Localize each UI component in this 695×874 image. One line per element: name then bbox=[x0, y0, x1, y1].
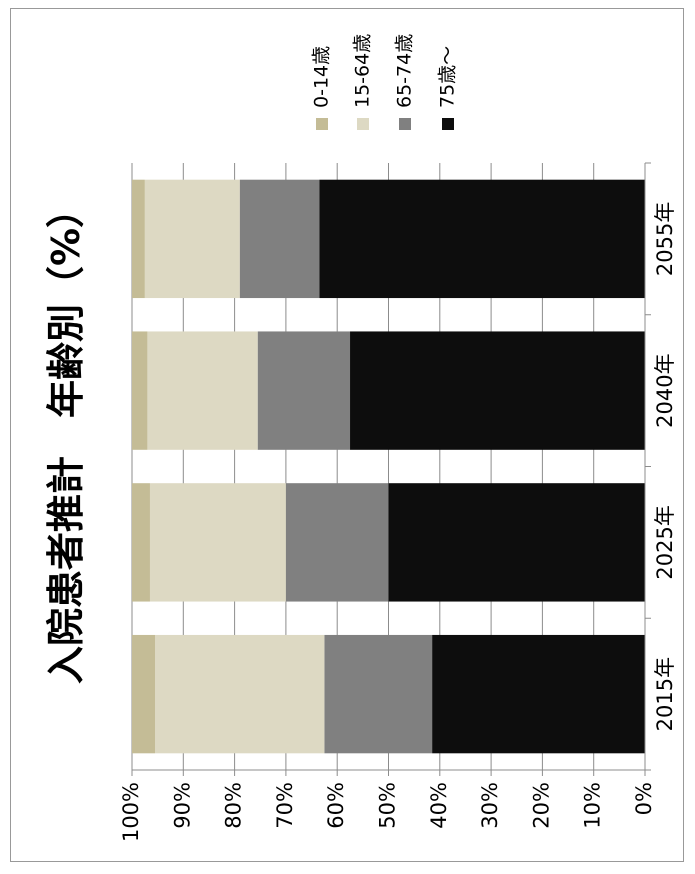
x-tick-label: 2055年 bbox=[653, 202, 677, 276]
legend-swatch bbox=[357, 118, 369, 130]
y-tick-label: 70% bbox=[273, 782, 297, 829]
y-tick-label: 10% bbox=[581, 782, 605, 829]
bar-segment bbox=[132, 483, 150, 602]
y-tick-label: 40% bbox=[427, 782, 451, 829]
y-tick-labels: 0% 10% 20% 30% 40% 50% 60% 70% 80% 90% 100% bbox=[119, 782, 656, 842]
legend-swatch bbox=[316, 118, 328, 130]
bar-segment bbox=[432, 634, 645, 754]
bar-segment bbox=[149, 483, 286, 602]
bar-segment bbox=[132, 331, 148, 450]
legend-label: 65-74歳 bbox=[394, 34, 416, 108]
y-tick-label: 90% bbox=[170, 782, 194, 829]
x-tick-labels: 2015年 2025年 2040年 2055年 bbox=[653, 202, 677, 732]
bar-segment bbox=[239, 179, 320, 299]
legend: 0-14歳 15-64歳 65-74歳 75歳～ bbox=[311, 34, 459, 130]
bars bbox=[132, 179, 645, 754]
bar-segment bbox=[285, 483, 389, 602]
chart-frame bbox=[10, 8, 684, 862]
chart-title: 入院患者推計 年齢別（%） bbox=[44, 190, 88, 684]
y-tick-label: 50% bbox=[376, 782, 400, 829]
bar-segment bbox=[147, 331, 258, 450]
legend-swatch bbox=[442, 118, 454, 130]
bar-segment bbox=[319, 179, 645, 299]
bar-segment bbox=[388, 483, 645, 602]
bar-segment bbox=[350, 331, 645, 450]
y-tick-label: 60% bbox=[324, 782, 348, 829]
y-tick-label: 80% bbox=[222, 782, 246, 829]
legend-swatch bbox=[399, 118, 411, 130]
x-tick-label: 2025年 bbox=[653, 505, 677, 579]
y-tick-label: 0% bbox=[632, 782, 656, 815]
legend-label: 0-14歳 bbox=[311, 46, 333, 108]
bar-segment bbox=[132, 634, 156, 754]
bar-segment bbox=[132, 179, 145, 299]
bar-segment bbox=[155, 634, 325, 754]
x-tick-label: 2015年 bbox=[653, 657, 677, 731]
bar-segment bbox=[324, 634, 433, 754]
y-tick-label: 30% bbox=[478, 782, 502, 829]
x-tick-label: 2040年 bbox=[653, 353, 677, 427]
bar-segment bbox=[144, 179, 240, 299]
axes bbox=[131, 162, 651, 776]
legend-label: 15-64歳 bbox=[352, 34, 374, 108]
legend-label: 75歳～ bbox=[437, 46, 459, 108]
y-tick-label: 20% bbox=[529, 782, 553, 829]
y-tick-label: 100% bbox=[119, 782, 143, 842]
bar-segment bbox=[257, 331, 351, 450]
